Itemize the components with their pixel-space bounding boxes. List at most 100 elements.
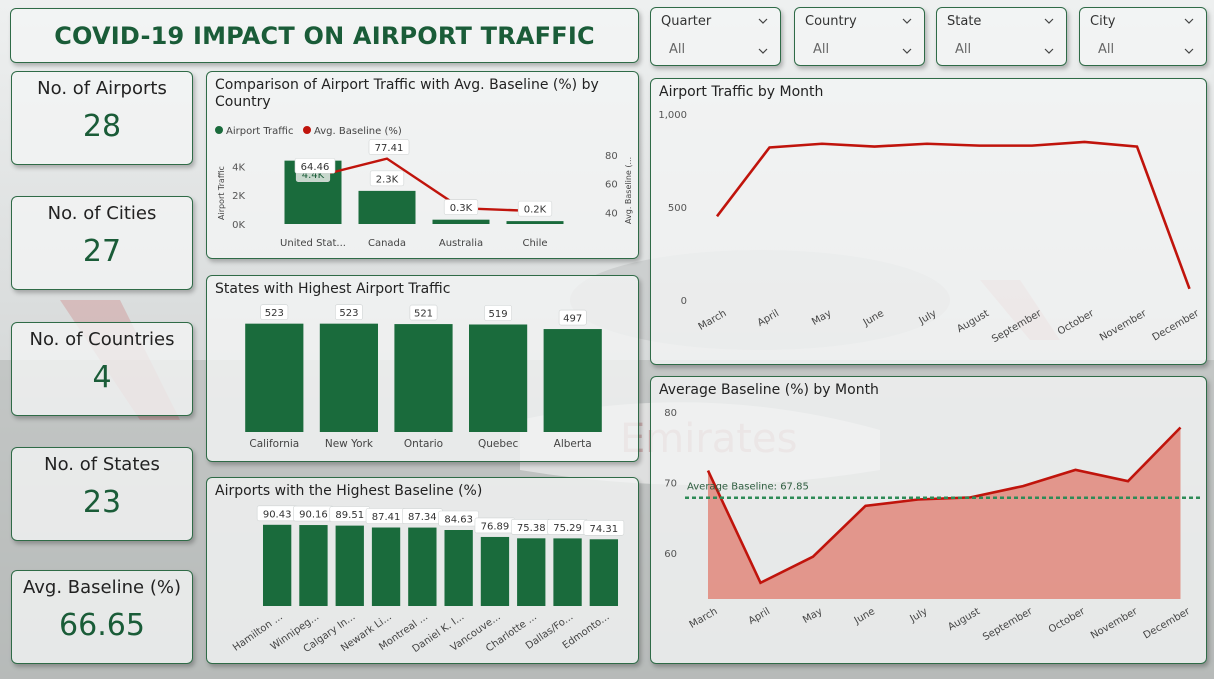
data-label-baseline-box xyxy=(368,139,410,155)
states-chart: 523 California 523 New York 521 Ontario 519 Que… xyxy=(245,304,602,450)
kpi-label: Avg. Baseline (%) xyxy=(23,577,181,598)
data-label: 87.34 xyxy=(408,512,437,523)
slicer-country[interactable]: Country All xyxy=(794,7,925,66)
chart-title: Airport Traffic by Month xyxy=(659,84,824,100)
data-label: 89.51 xyxy=(335,510,364,521)
x-tick-label: October xyxy=(1056,308,1097,338)
data-label-baseline: 77.41 xyxy=(375,143,404,154)
reference-line-label: Average Baseline: 67.85 xyxy=(687,482,809,493)
x-tick-label: September xyxy=(990,308,1044,346)
x-tick-label: April xyxy=(747,606,772,627)
y-tick-label: 500 xyxy=(668,203,687,214)
data-label-box xyxy=(583,519,625,536)
kpi-value: 4 xyxy=(92,360,112,395)
baseline-month-chart: 60 70 80 Average Baseline: 67.85 March April M… xyxy=(664,408,1201,644)
kpi-value: 66.65 xyxy=(59,608,145,643)
x-tick-label: September xyxy=(981,606,1035,644)
bar xyxy=(319,323,378,432)
data-label-traffic-box xyxy=(517,200,553,217)
chevron-down-icon xyxy=(902,18,912,24)
x-tick-label: May xyxy=(801,606,824,626)
y2-axis-title: Avg. Baseline (... xyxy=(624,157,633,224)
data-label: 90.43 xyxy=(263,509,292,520)
x-tick-label: March xyxy=(688,606,720,631)
slicer-country-value[interactable]: All xyxy=(813,42,830,57)
chart-card-traffic-month: Airport Traffic by Month 0 500 1,000 March A… xyxy=(650,78,1207,365)
data-label: 74.31 xyxy=(590,524,619,535)
bar xyxy=(358,190,416,224)
x-tick-label: November xyxy=(1089,606,1140,642)
data-label-box xyxy=(484,305,513,321)
y-tick-label: 80 xyxy=(664,408,677,419)
slicer-state-value[interactable]: All xyxy=(955,42,972,57)
x-tick-label: Alberta xyxy=(554,438,592,450)
data-label: 519 xyxy=(489,309,508,320)
data-label-traffic: 0.2K xyxy=(524,205,547,216)
bar xyxy=(469,324,528,432)
chart-title: Average Baseline (%) by Month xyxy=(659,382,879,398)
x-tick-label: United Stat... xyxy=(280,238,346,249)
data-label: 523 xyxy=(265,308,284,319)
traffic-month-chart: 0 500 1,000 March April May June July August Sept… xyxy=(658,110,1201,346)
data-label-box xyxy=(335,304,363,320)
data-label: 84.63 xyxy=(444,515,473,526)
chevron-down-icon[interactable] xyxy=(758,46,768,56)
data-label: 76.89 xyxy=(481,521,510,532)
slicer-quarter[interactable]: Quarter All xyxy=(650,7,781,66)
kpi-card-cities: No. of Cities 27 xyxy=(11,196,193,290)
x-tick-label: December xyxy=(1142,606,1193,642)
x-tick-label: August xyxy=(955,308,991,335)
chevron-down-icon[interactable] xyxy=(902,46,912,56)
y-axis-title: Airport Traffic xyxy=(217,166,226,220)
slicer-city[interactable]: City All xyxy=(1079,7,1207,66)
y-tick-label: 0K xyxy=(232,220,245,231)
data-label: 90.16 xyxy=(299,510,328,521)
bar xyxy=(335,525,364,606)
slicer-quarter-value[interactable]: All xyxy=(669,42,686,57)
chart-card-comparison: Comparison of Airport Traffic with Avg. … xyxy=(206,71,639,259)
legend-marker-traffic xyxy=(215,126,223,134)
chart-title: Comparison of Airport Traffic with Avg. … xyxy=(215,77,599,110)
data-label: 523 xyxy=(339,308,358,319)
x-tick-label: April xyxy=(756,308,781,329)
chart-card-states: States with Highest Airport Traffic 523 C… xyxy=(206,275,639,462)
kpi-label: No. of States xyxy=(44,454,160,475)
data-label-traffic: 0.3K xyxy=(450,203,473,214)
series-line-baseline xyxy=(312,157,536,213)
bar xyxy=(432,219,490,224)
y2-tick-label: 40 xyxy=(605,208,618,219)
x-tick-label: August xyxy=(946,606,982,633)
x-tick-label: Australia xyxy=(439,238,483,249)
y2-tick-label: 60 xyxy=(605,180,618,191)
data-label-traffic-box xyxy=(369,170,405,187)
bar xyxy=(589,539,619,606)
slicer-state-label: State xyxy=(947,14,982,29)
y2-tick-label: 80 xyxy=(605,151,618,162)
legend-marker-baseline xyxy=(303,126,311,134)
x-tick-label: Ontario xyxy=(404,438,443,450)
bar xyxy=(262,524,292,606)
x-tick-label: New York xyxy=(325,438,374,450)
title-card: COVID-19 IMPACT ON AIRPORT TRAFFIC xyxy=(10,8,639,63)
bar xyxy=(245,323,304,432)
x-tick-label: Canada xyxy=(368,238,406,249)
kpi-card-airports: No. of Airports 28 xyxy=(11,71,193,165)
data-label: 75.38 xyxy=(517,523,546,534)
chart-card-baseline-month: Average Baseline (%) by Month 60 70 80 Aver… xyxy=(650,376,1207,664)
slicer-state[interactable]: State All xyxy=(936,7,1067,66)
kpi-card-avg-baseline: Avg. Baseline (%) 66.65 xyxy=(11,570,193,664)
data-label-traffic: 2.3K xyxy=(376,174,399,185)
bar xyxy=(299,525,328,606)
bar xyxy=(506,221,564,224)
chevron-down-icon[interactable] xyxy=(1044,46,1054,56)
data-label-baseline-box xyxy=(294,157,336,174)
chevron-down-icon xyxy=(1184,18,1194,24)
bar xyxy=(394,324,453,432)
slicer-city-value[interactable]: All xyxy=(1098,42,1115,57)
x-tick-label: July xyxy=(908,606,930,625)
x-tick-label: June xyxy=(852,606,877,627)
slicer-city-label: City xyxy=(1090,14,1116,29)
chevron-down-icon[interactable] xyxy=(1184,46,1194,56)
series-area-baseline xyxy=(708,427,1181,599)
